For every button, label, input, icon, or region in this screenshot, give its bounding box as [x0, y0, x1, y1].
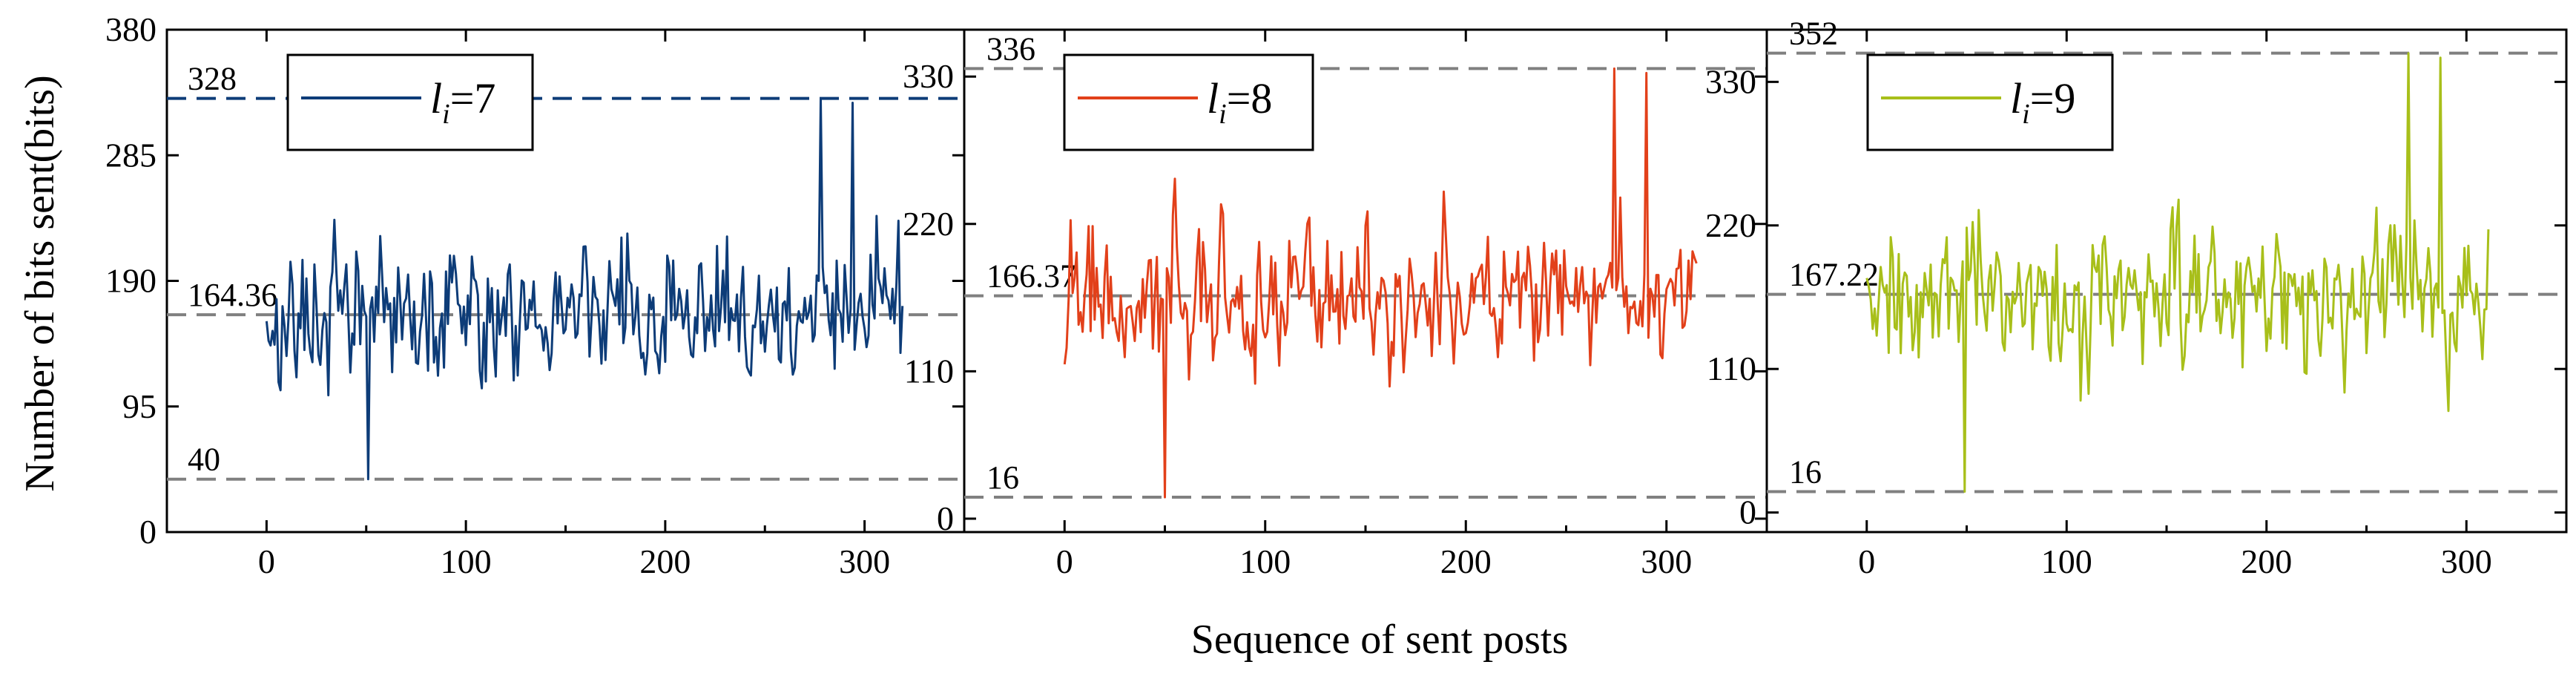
series-line	[1063, 67, 1698, 499]
x-tick-label: 200	[639, 542, 691, 580]
y-tick-label: 220	[903, 205, 954, 243]
reference-line-label: 328	[188, 61, 237, 97]
legend-label: li=8	[1207, 74, 1272, 130]
y-tick-label: 220	[1705, 206, 1756, 244]
reference-line-label: 352	[1789, 16, 1838, 52]
chart-panel: 352 167.22 16 0 100 200 300 0 110 220 330 li=9	[1705, 16, 2568, 580]
x-tick-label: 200	[1440, 542, 1492, 580]
x-tick-label: 0	[1056, 542, 1073, 580]
legend-box	[286, 53, 534, 151]
legend-label: li=7	[430, 74, 495, 130]
x-axis-label: Sequence of sent posts	[1191, 617, 1569, 663]
chart-panel: 336 166.37 16 0 100 200 300 0 110 220 330 li=8	[903, 28, 1768, 580]
panels: 328 164.36 40 0 100 200 300 0 95 190 285 380 li=7 336…	[105, 10, 2568, 580]
y-tick-label: 110	[1707, 350, 1756, 387]
legend-box	[1063, 53, 1314, 151]
reference-line-label: 16	[1789, 453, 1822, 490]
x-tick-label: 100	[441, 542, 492, 580]
chart-panel: 328 164.36 40 0 100 200 300 0 95 190 285 380 li=7	[105, 10, 966, 580]
y-tick-label: 330	[1705, 62, 1756, 100]
x-tick-label: 100	[1239, 542, 1291, 580]
y-tick-label: 285	[105, 136, 157, 174]
reference-line-label: 40	[188, 442, 220, 478]
reference-line-label: 164.36	[188, 277, 277, 313]
reference-line-label: 336	[986, 30, 1035, 67]
legend-box	[1866, 53, 2114, 151]
y-tick-label: 190	[105, 262, 157, 300]
series-line	[1865, 52, 2490, 493]
y-tick-label: 330	[903, 57, 954, 95]
x-tick-label: 100	[2041, 542, 2092, 580]
x-tick-label: 200	[2241, 542, 2292, 580]
y-tick-label: 380	[105, 10, 157, 48]
x-tick-label: 300	[1641, 542, 1692, 580]
y-tick-label: 0	[1739, 493, 1756, 531]
x-tick-label: 0	[1858, 542, 1875, 580]
x-tick-label: 300	[2441, 542, 2492, 580]
y-tick-label: 0	[139, 513, 157, 551]
y-tick-label: 0	[937, 499, 954, 537]
series-line	[265, 97, 904, 481]
y-axis-label: Number of bits sent(bits)	[17, 75, 63, 491]
y-tick-label: 95	[122, 387, 157, 425]
legend-label: li=9	[2010, 74, 2075, 130]
reference-line-label: 166.37	[986, 258, 1076, 295]
reference-line-label: 167.22	[1789, 257, 1879, 293]
x-tick-label: 300	[839, 542, 890, 580]
reference-line-label: 16	[986, 459, 1019, 496]
y-tick-label: 110	[904, 352, 954, 390]
x-tick-label: 0	[258, 542, 275, 580]
